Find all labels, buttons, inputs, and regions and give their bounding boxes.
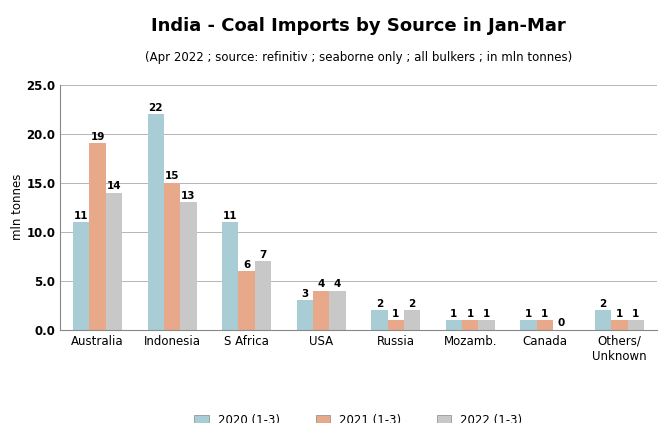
Text: (Apr 2022 ; source: refinitiv ; seaborne only ; all bulkers ; in mln tonnes): (Apr 2022 ; source: refinitiv ; seaborne… <box>145 51 572 64</box>
Text: 1: 1 <box>616 309 623 319</box>
Bar <box>73 222 89 330</box>
Bar <box>520 320 537 330</box>
Text: 2: 2 <box>409 299 416 309</box>
Text: 1: 1 <box>541 309 549 319</box>
Bar <box>255 261 271 330</box>
Text: India - Coal Imports by Source in Jan-Mar: India - Coal Imports by Source in Jan-Ma… <box>151 17 566 35</box>
Legend: 2020 (1-3), 2021 (1-3), 2022 (1-3): 2020 (1-3), 2021 (1-3), 2022 (1-3) <box>194 414 523 423</box>
Text: 11: 11 <box>74 211 88 220</box>
Bar <box>330 291 346 330</box>
Bar <box>147 114 164 330</box>
Bar <box>106 192 122 330</box>
Text: 11: 11 <box>223 211 237 220</box>
Bar <box>387 320 404 330</box>
Bar <box>313 291 330 330</box>
Text: 1: 1 <box>525 309 532 319</box>
Bar <box>297 300 313 330</box>
Bar <box>239 271 255 330</box>
Text: 2: 2 <box>376 299 383 309</box>
Text: 2: 2 <box>599 299 606 309</box>
Text: 0: 0 <box>557 319 565 329</box>
Bar <box>478 320 495 330</box>
Text: 4: 4 <box>318 279 325 289</box>
Text: 1: 1 <box>392 309 399 319</box>
Text: 19: 19 <box>90 132 105 142</box>
Bar <box>371 310 387 330</box>
Text: 3: 3 <box>301 289 308 299</box>
Text: 13: 13 <box>182 191 196 201</box>
Bar <box>628 320 644 330</box>
Text: 15: 15 <box>165 171 180 181</box>
Bar <box>404 310 420 330</box>
Text: 1: 1 <box>632 309 639 319</box>
Bar <box>222 222 239 330</box>
Text: 1: 1 <box>483 309 490 319</box>
Text: 4: 4 <box>334 279 341 289</box>
Bar <box>462 320 478 330</box>
Y-axis label: mln tonnes: mln tonnes <box>11 174 23 240</box>
Bar <box>89 143 106 330</box>
Bar <box>595 310 611 330</box>
Text: 14: 14 <box>107 181 121 191</box>
Bar <box>611 320 628 330</box>
Text: 6: 6 <box>243 260 251 269</box>
Text: 22: 22 <box>149 102 163 113</box>
Text: 1: 1 <box>450 309 458 319</box>
Text: 7: 7 <box>259 250 267 260</box>
Bar <box>180 202 197 330</box>
Bar <box>164 183 180 330</box>
Bar <box>537 320 553 330</box>
Bar <box>446 320 462 330</box>
Text: 1: 1 <box>466 309 474 319</box>
